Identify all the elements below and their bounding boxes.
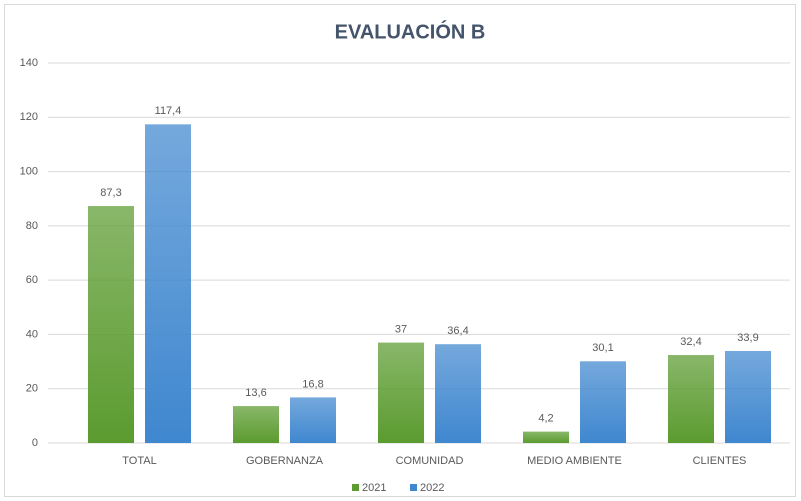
data-label: 32,4	[680, 336, 701, 348]
legend-swatch	[352, 484, 359, 491]
y-tick-label: 0	[32, 437, 38, 449]
y-tick-label: 40	[26, 328, 38, 340]
data-label: 30,1	[592, 342, 613, 354]
bar	[725, 350, 771, 443]
data-label: 16,8	[302, 378, 323, 390]
chart-title: EVALUACIÓN B	[335, 19, 486, 43]
bar	[668, 355, 714, 443]
legend-label: 2021	[362, 482, 386, 494]
legend-swatch	[410, 484, 417, 491]
x-tick-label: CLIENTES	[693, 455, 747, 467]
bar	[88, 206, 134, 443]
x-tick-label: MEDIO AMBIENTE	[527, 455, 622, 467]
data-label: 117,4	[155, 105, 182, 117]
data-label: 4,2	[538, 413, 553, 425]
bar	[435, 344, 481, 443]
bar	[378, 342, 424, 443]
data-label: 37	[395, 323, 407, 335]
bar	[523, 431, 569, 443]
bar	[580, 361, 626, 443]
x-tick-label: GOBERNANZA	[246, 455, 324, 467]
y-tick-label: 60	[26, 274, 38, 286]
y-tick-label: 80	[26, 220, 38, 232]
x-tick-label: COMUNIDAD	[396, 455, 464, 467]
data-label: 13,6	[245, 387, 266, 399]
y-tick-label: 120	[20, 111, 38, 123]
data-label: 87,3	[100, 187, 121, 199]
legend-label: 2022	[420, 482, 444, 494]
y-tick-label: 20	[26, 383, 38, 395]
y-tick-label: 140	[20, 57, 38, 69]
bar	[290, 397, 336, 443]
y-tick-label: 100	[20, 165, 38, 177]
data-label: 33,9	[737, 332, 758, 344]
x-tick-label: TOTAL	[122, 455, 156, 467]
bar	[145, 124, 191, 443]
bar	[233, 406, 279, 443]
data-label: 36,4	[447, 325, 468, 337]
